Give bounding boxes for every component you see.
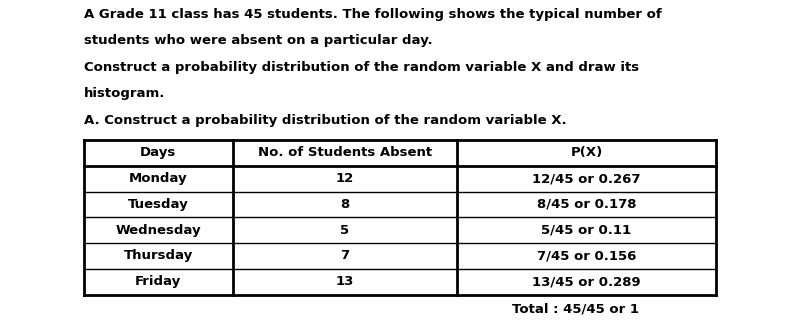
Text: Total : 45/45 or 1: Total : 45/45 or 1 <box>513 303 639 316</box>
Text: students who were absent on a particular day.: students who were absent on a particular… <box>84 34 433 47</box>
Text: Construct a probability distribution of the random variable X and draw its: Construct a probability distribution of … <box>84 61 639 74</box>
Text: Days: Days <box>140 147 176 159</box>
Text: A Grade 11 class has 45 students. The following shows the typical number of: A Grade 11 class has 45 students. The fo… <box>84 8 662 21</box>
Text: Monday: Monday <box>129 172 187 185</box>
Text: 5: 5 <box>340 224 350 237</box>
Text: Friday: Friday <box>135 275 182 288</box>
Text: P(X): P(X) <box>570 147 602 159</box>
Text: 8/45 or 0.178: 8/45 or 0.178 <box>537 198 636 211</box>
Text: 5/45 or 0.11: 5/45 or 0.11 <box>542 224 631 237</box>
Text: 13: 13 <box>335 275 354 288</box>
Text: A. Construct a probability distribution of the random variable X.: A. Construct a probability distribution … <box>84 114 566 127</box>
Text: 7/45 or 0.156: 7/45 or 0.156 <box>537 250 636 262</box>
Text: Tuesday: Tuesday <box>128 198 189 211</box>
Text: 13/45 or 0.289: 13/45 or 0.289 <box>532 275 641 288</box>
Text: Thursday: Thursday <box>124 250 193 262</box>
Text: 12/45 or 0.267: 12/45 or 0.267 <box>532 172 641 185</box>
Text: 12: 12 <box>335 172 354 185</box>
Text: 8: 8 <box>340 198 350 211</box>
Text: Wednesday: Wednesday <box>115 224 201 237</box>
Text: histogram.: histogram. <box>84 87 166 100</box>
Text: No. of Students Absent: No. of Students Absent <box>258 147 432 159</box>
Text: 7: 7 <box>340 250 350 262</box>
